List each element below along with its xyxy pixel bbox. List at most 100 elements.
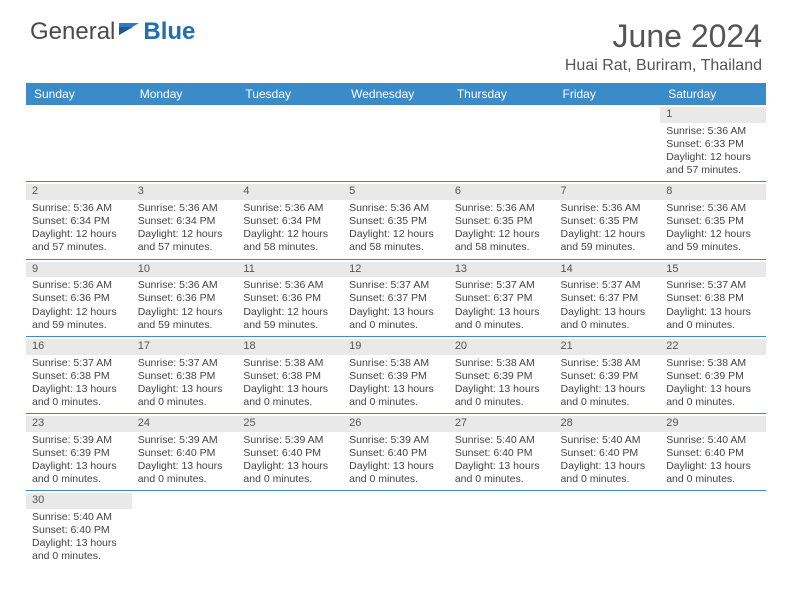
calendar-row: 9Sunrise: 5:36 AMSunset: 6:36 PMDaylight… [26,259,766,336]
day-number: 16 [26,339,132,355]
day-cell: 28Sunrise: 5:40 AMSunset: 6:40 PMDayligh… [555,414,661,491]
day-cell: 29Sunrise: 5:40 AMSunset: 6:40 PMDayligh… [660,414,766,491]
sunrise-line: Sunrise: 5:37 AM [666,279,760,292]
daylight-line: Daylight: 13 hours and 0 minutes. [349,460,443,486]
day-cell: 7Sunrise: 5:36 AMSunset: 6:35 PMDaylight… [555,182,661,259]
sunrise-line: Sunrise: 5:40 AM [32,511,126,524]
sunset-line: Sunset: 6:40 PM [561,447,655,460]
empty-cell: . [660,491,766,568]
sunrise-line: Sunrise: 5:38 AM [666,357,760,370]
daylight-line: Daylight: 13 hours and 0 minutes. [455,460,549,486]
sunrise-line: Sunrise: 5:36 AM [138,279,232,292]
flag-icon [119,16,141,44]
daylight-line: Daylight: 12 hours and 59 minutes. [32,306,126,332]
sunrise-line: Sunrise: 5:38 AM [455,357,549,370]
day-number: 10 [132,262,238,278]
day-cell: 27Sunrise: 5:40 AMSunset: 6:40 PMDayligh… [449,414,555,491]
day-cell: 17Sunrise: 5:37 AMSunset: 6:38 PMDayligh… [132,336,238,413]
day-cell: 26Sunrise: 5:39 AMSunset: 6:40 PMDayligh… [343,414,449,491]
sunrise-line: Sunrise: 5:36 AM [455,202,549,215]
day-number: 5 [343,184,449,200]
month-title: June 2024 [565,18,762,55]
empty-cell: . [132,105,238,182]
day-cell: 25Sunrise: 5:39 AMSunset: 6:40 PMDayligh… [237,414,343,491]
sunset-line: Sunset: 6:35 PM [666,215,760,228]
sunset-line: Sunset: 6:35 PM [561,215,655,228]
empty-cell: . [555,105,661,182]
sunrise-line: Sunrise: 5:39 AM [349,434,443,447]
brand-part1: General [30,18,115,46]
day-cell: 2Sunrise: 5:36 AMSunset: 6:34 PMDaylight… [26,182,132,259]
daylight-line: Daylight: 13 hours and 0 minutes. [138,383,232,409]
empty-cell: . [449,491,555,568]
day-number: 12 [343,262,449,278]
day-number: 2 [26,184,132,200]
sunset-line: Sunset: 6:40 PM [138,447,232,460]
empty-cell: . [343,491,449,568]
day-number: 13 [449,262,555,278]
sunset-line: Sunset: 6:37 PM [561,292,655,305]
sunrise-line: Sunrise: 5:40 AM [666,434,760,447]
daylight-line: Daylight: 13 hours and 0 minutes. [32,460,126,486]
day-cell: 13Sunrise: 5:37 AMSunset: 6:37 PMDayligh… [449,259,555,336]
sunset-line: Sunset: 6:36 PM [32,292,126,305]
day-number: 4 [237,184,343,200]
day-number: 3 [132,184,238,200]
day-cell: 21Sunrise: 5:38 AMSunset: 6:39 PMDayligh… [555,336,661,413]
header: General Blue June 2024 Huai Rat, Buriram… [0,0,792,83]
daylight-line: Daylight: 13 hours and 0 minutes. [561,383,655,409]
day-number: 30 [26,493,132,509]
daylight-line: Daylight: 13 hours and 0 minutes. [666,383,760,409]
calendar-row: 30Sunrise: 5:40 AMSunset: 6:40 PMDayligh… [26,491,766,568]
day-cell: 6Sunrise: 5:36 AMSunset: 6:35 PMDaylight… [449,182,555,259]
daylight-line: Daylight: 12 hours and 59 minutes. [138,306,232,332]
day-cell: 8Sunrise: 5:36 AMSunset: 6:35 PMDaylight… [660,182,766,259]
weekday-header: Tuesday [237,83,343,105]
sunset-line: Sunset: 6:40 PM [243,447,337,460]
day-number: 18 [237,339,343,355]
day-number: 26 [343,416,449,432]
daylight-line: Daylight: 12 hours and 58 minutes. [243,228,337,254]
sunrise-line: Sunrise: 5:36 AM [666,125,760,138]
day-cell: 5Sunrise: 5:36 AMSunset: 6:35 PMDaylight… [343,182,449,259]
daylight-line: Daylight: 13 hours and 0 minutes. [243,383,337,409]
day-number: 19 [343,339,449,355]
sunrise-line: Sunrise: 5:36 AM [138,202,232,215]
empty-cell: . [343,105,449,182]
day-number: 6 [449,184,555,200]
day-number: 28 [555,416,661,432]
sunrise-line: Sunrise: 5:36 AM [32,202,126,215]
sunset-line: Sunset: 6:40 PM [666,447,760,460]
day-cell: 22Sunrise: 5:38 AMSunset: 6:39 PMDayligh… [660,336,766,413]
day-cell: 14Sunrise: 5:37 AMSunset: 6:37 PMDayligh… [555,259,661,336]
day-number: 8 [660,184,766,200]
day-cell: 30Sunrise: 5:40 AMSunset: 6:40 PMDayligh… [26,491,132,568]
weekday-header: Saturday [660,83,766,105]
sunset-line: Sunset: 6:37 PM [455,292,549,305]
location-subtitle: Huai Rat, Buriram, Thailand [565,57,762,75]
sunrise-line: Sunrise: 5:37 AM [349,279,443,292]
empty-cell: . [237,105,343,182]
day-number: 29 [660,416,766,432]
calendar-row: ......1Sunrise: 5:36 AMSunset: 6:33 PMDa… [26,105,766,182]
empty-cell: . [555,491,661,568]
daylight-line: Daylight: 12 hours and 58 minutes. [455,228,549,254]
day-cell: 23Sunrise: 5:39 AMSunset: 6:39 PMDayligh… [26,414,132,491]
sunset-line: Sunset: 6:34 PM [138,215,232,228]
sunset-line: Sunset: 6:39 PM [455,370,549,383]
daylight-line: Daylight: 13 hours and 0 minutes. [455,306,549,332]
day-cell: 15Sunrise: 5:37 AMSunset: 6:38 PMDayligh… [660,259,766,336]
calendar-row: 23Sunrise: 5:39 AMSunset: 6:39 PMDayligh… [26,414,766,491]
sunrise-line: Sunrise: 5:38 AM [349,357,443,370]
day-cell: 18Sunrise: 5:38 AMSunset: 6:38 PMDayligh… [237,336,343,413]
day-number: 25 [237,416,343,432]
day-number: 9 [26,262,132,278]
sunset-line: Sunset: 6:40 PM [32,524,126,537]
day-number: 24 [132,416,238,432]
sunrise-line: Sunrise: 5:36 AM [243,202,337,215]
empty-cell: . [132,491,238,568]
daylight-line: Daylight: 12 hours and 59 minutes. [666,228,760,254]
daylight-line: Daylight: 13 hours and 0 minutes. [138,460,232,486]
sunset-line: Sunset: 6:39 PM [32,447,126,460]
weekday-header: Wednesday [343,83,449,105]
